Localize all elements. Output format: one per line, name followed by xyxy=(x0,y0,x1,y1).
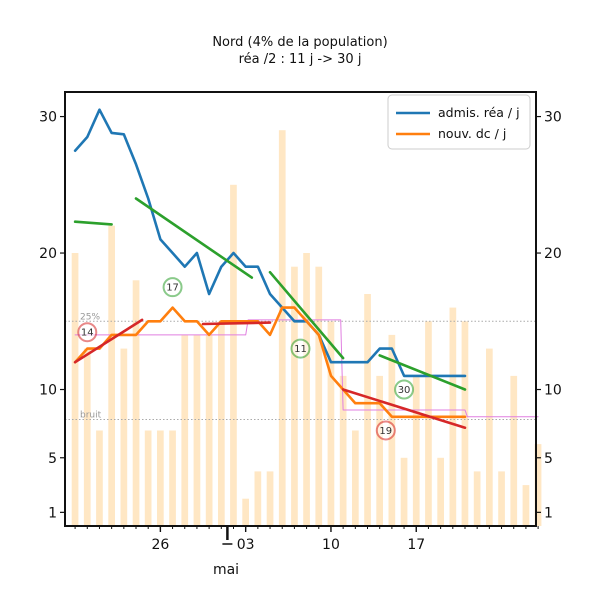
x-axis-label: mai xyxy=(213,562,239,578)
bar xyxy=(254,471,262,526)
bar xyxy=(510,375,518,526)
bar xyxy=(132,280,140,526)
bar xyxy=(144,430,152,526)
annotation-label: 14 xyxy=(81,328,94,339)
reference-line-label: 25% xyxy=(80,312,100,322)
bar xyxy=(461,321,469,526)
y-tick-label: 10 xyxy=(39,383,57,399)
y-tick-label-right: 10 xyxy=(544,383,562,399)
y-tick-label-right: 20 xyxy=(544,246,562,262)
trend-line xyxy=(378,354,467,391)
annotation-label: 11 xyxy=(294,344,307,355)
legend-label: nouv. dc / j xyxy=(438,126,506,141)
bar xyxy=(498,471,505,526)
trend-line xyxy=(73,220,113,226)
bar xyxy=(205,334,213,526)
bar xyxy=(327,321,335,526)
trend-line xyxy=(134,197,254,279)
x-tick-label: 17 xyxy=(407,537,425,553)
bar xyxy=(181,334,189,526)
bar-layer xyxy=(71,130,542,527)
bar xyxy=(400,457,408,526)
chart-title: Nord (4% de la population) xyxy=(212,35,387,50)
bar xyxy=(437,457,444,526)
bar xyxy=(315,266,323,526)
annotation-label: 19 xyxy=(379,426,392,437)
bar xyxy=(83,348,91,526)
trend-line xyxy=(73,318,144,364)
bar xyxy=(218,321,225,526)
chart-subtitle: réa /2 : 11 j -> 30 j xyxy=(239,52,362,67)
bar xyxy=(473,471,481,526)
annotation-label: 17 xyxy=(166,283,179,294)
annotation-marker xyxy=(290,338,311,359)
annotation-label: 30 xyxy=(398,385,411,396)
bar xyxy=(412,375,420,526)
bar xyxy=(96,430,103,526)
bar xyxy=(486,348,493,526)
annotation-marker xyxy=(394,379,415,400)
bar xyxy=(120,348,128,526)
bar xyxy=(376,375,383,526)
series-line xyxy=(73,108,467,378)
annotation-layer: 17 11 30 14 19 xyxy=(77,277,415,441)
annotation-marker xyxy=(375,420,396,441)
legend: admis. réa / j nouv. dc / j xyxy=(387,94,531,150)
y-tick-label: 1 xyxy=(48,505,57,521)
y-tick-label: 30 xyxy=(39,110,57,126)
bar xyxy=(169,430,176,526)
y-tick-label-right: 30 xyxy=(544,110,562,126)
bar xyxy=(108,225,115,526)
y-tick-label: 5 xyxy=(48,451,57,467)
bar xyxy=(193,334,201,526)
bar xyxy=(266,471,274,526)
bar xyxy=(278,130,286,526)
bar xyxy=(242,498,249,526)
bar xyxy=(425,321,432,526)
bar xyxy=(303,253,310,526)
trend-layer xyxy=(73,197,467,430)
bar xyxy=(339,375,347,526)
bar xyxy=(522,485,530,526)
reference-line-label: bruit xyxy=(80,411,102,421)
trend-line xyxy=(341,388,467,430)
x-tick-label: 10 xyxy=(322,537,340,553)
y-tick-label-right: 5 xyxy=(544,451,553,467)
bar xyxy=(352,430,359,526)
bar xyxy=(230,184,237,527)
trend-line xyxy=(268,270,345,360)
trend-line xyxy=(201,321,272,326)
y-tick-label-right: 1 xyxy=(544,505,553,521)
bar xyxy=(291,266,298,526)
series-line xyxy=(73,306,467,419)
legend-box xyxy=(387,94,531,150)
annotation-marker xyxy=(162,277,183,298)
x-tick-label: 03 xyxy=(237,537,255,553)
bar xyxy=(71,253,79,526)
threshold-step-line xyxy=(74,319,539,418)
legend-label: admis. réa / j xyxy=(438,105,520,120)
y-tick-label: 20 xyxy=(39,246,57,262)
bar xyxy=(157,430,164,526)
bar xyxy=(534,444,542,526)
x-tick-label: 26 xyxy=(151,537,169,553)
annotation-marker xyxy=(77,322,98,343)
plot-frame xyxy=(64,91,537,527)
threshold-step-layer xyxy=(74,319,539,418)
series-layer xyxy=(73,108,467,419)
